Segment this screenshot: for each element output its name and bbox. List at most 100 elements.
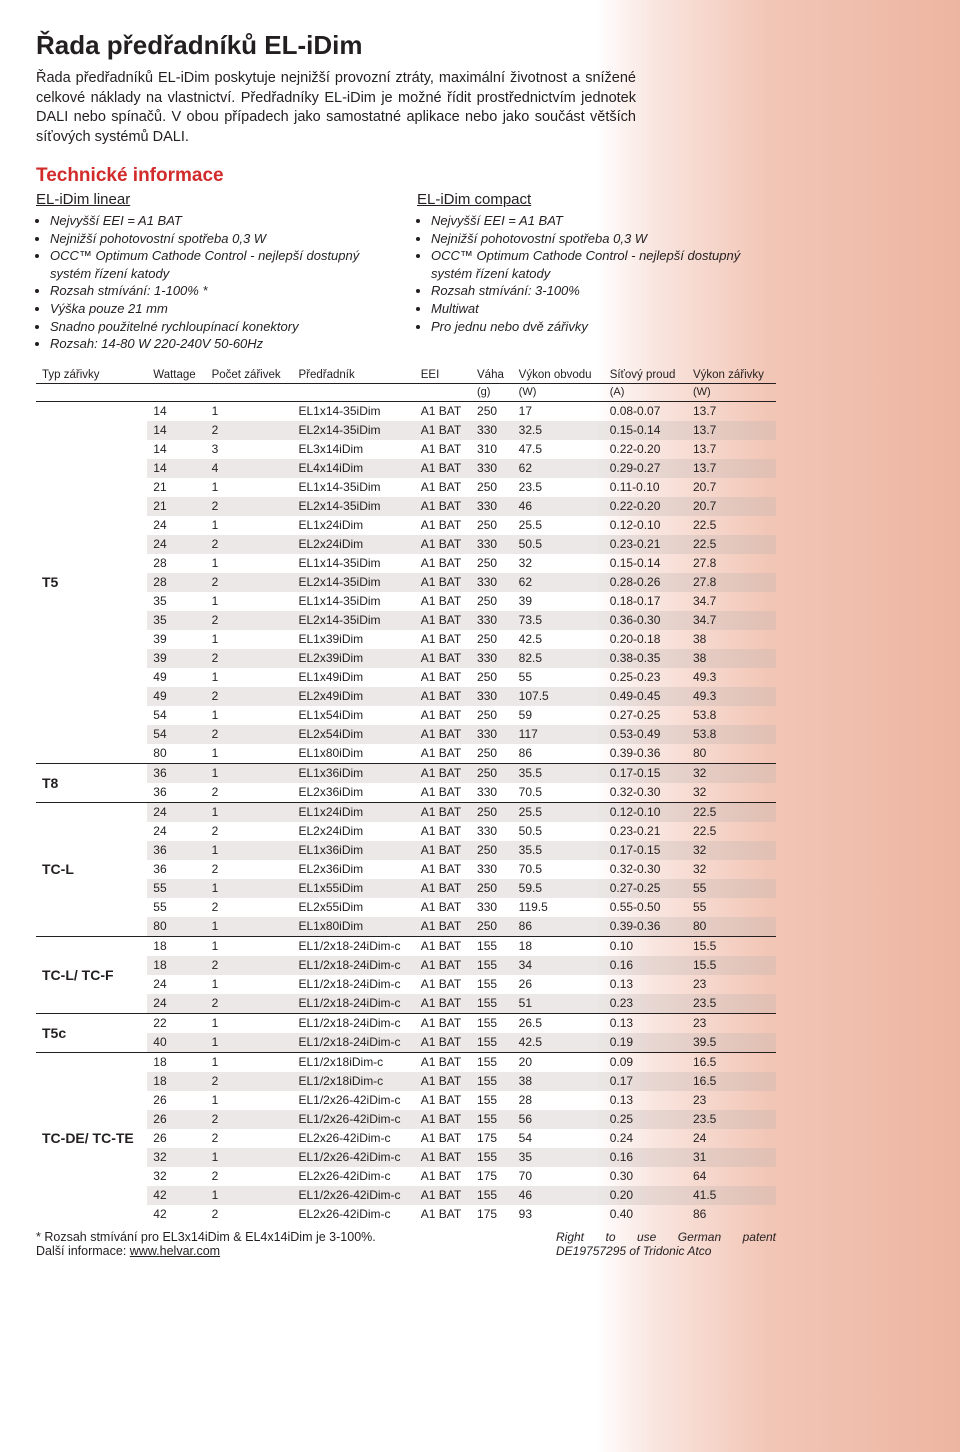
cell: A1 BAT bbox=[415, 1129, 471, 1148]
compact-list: Nejvyšší EEI = A1 BATNejnižší pohotovost… bbox=[417, 212, 776, 335]
cell: 25.5 bbox=[513, 802, 604, 822]
cell: 42 bbox=[147, 1205, 205, 1224]
cell: 39 bbox=[147, 630, 205, 649]
cell: 0.32-0.30 bbox=[604, 860, 687, 879]
cell: 82.5 bbox=[513, 649, 604, 668]
cell: EL1x54iDim bbox=[292, 706, 414, 725]
cell: A1 BAT bbox=[415, 459, 471, 478]
cell: A1 BAT bbox=[415, 898, 471, 917]
cell: A1 BAT bbox=[415, 630, 471, 649]
cell: 175 bbox=[471, 1205, 513, 1224]
cell: 2 bbox=[206, 611, 293, 630]
cell: 0.24 bbox=[604, 1129, 687, 1148]
cell: EL1x80iDim bbox=[292, 744, 414, 764]
cell: 2 bbox=[206, 956, 293, 975]
compact-item: Multiwat bbox=[431, 300, 776, 318]
table-header-row: Typ zářivky Wattage Počet zářivek Předřa… bbox=[36, 367, 776, 384]
cell: A1 BAT bbox=[415, 649, 471, 668]
cell: A1 BAT bbox=[415, 956, 471, 975]
cell: A1 BAT bbox=[415, 994, 471, 1014]
cell: 26 bbox=[513, 975, 604, 994]
cell: 0.12-0.10 bbox=[604, 516, 687, 535]
table-row: 362EL2x36iDimA1 BAT33070.50.32-0.3032 bbox=[36, 860, 776, 879]
cell: 28 bbox=[147, 573, 205, 592]
cell: EL2x26-42iDim-c bbox=[292, 1129, 414, 1148]
cell: 2 bbox=[206, 1129, 293, 1148]
cell: 40 bbox=[147, 1033, 205, 1053]
helvar-link[interactable]: www.helvar.com bbox=[130, 1244, 220, 1258]
cell: 47.5 bbox=[513, 440, 604, 459]
cell: A1 BAT bbox=[415, 1091, 471, 1110]
cell: 13.7 bbox=[687, 401, 776, 421]
cell: EL1/2x18-24iDim-c bbox=[292, 994, 414, 1014]
cell: 86 bbox=[513, 744, 604, 764]
cell: 1 bbox=[206, 841, 293, 860]
cell: EL2x14-35iDim bbox=[292, 573, 414, 592]
cell: 155 bbox=[471, 1110, 513, 1129]
footnotes: Right to use German patent DE19757295 of… bbox=[36, 1230, 776, 1258]
cell: 250 bbox=[471, 516, 513, 535]
cell: 26 bbox=[147, 1129, 205, 1148]
cell: 2 bbox=[206, 994, 293, 1014]
linear-item: OCC™ Optimum Cathode Control - nejlepší … bbox=[50, 247, 395, 282]
linear-item: Výška pouze 21 mm bbox=[50, 300, 395, 318]
cell: 330 bbox=[471, 497, 513, 516]
cell: 0.38-0.35 bbox=[604, 649, 687, 668]
cell: 35 bbox=[147, 611, 205, 630]
cell: EL1x80iDim bbox=[292, 917, 414, 937]
linear-item: Rozsah: 14-80 W 220-240V 50-60Hz bbox=[50, 335, 395, 353]
cell: 2 bbox=[206, 573, 293, 592]
cell: 55 bbox=[687, 879, 776, 898]
cell: 0.13 bbox=[604, 1091, 687, 1110]
cell: 55 bbox=[147, 879, 205, 898]
cell: A1 BAT bbox=[415, 744, 471, 764]
cell: 62 bbox=[513, 459, 604, 478]
cell: 4 bbox=[206, 459, 293, 478]
cell: A1 BAT bbox=[415, 1072, 471, 1091]
type-cell: T5c bbox=[36, 1013, 147, 1052]
cell: 41.5 bbox=[687, 1186, 776, 1205]
th-count: Počet zářivek bbox=[206, 367, 293, 384]
cell: 0.10 bbox=[604, 936, 687, 956]
cell: 2 bbox=[206, 1072, 293, 1091]
cell: 53.8 bbox=[687, 725, 776, 744]
cell: 27.8 bbox=[687, 554, 776, 573]
cell: 73.5 bbox=[513, 611, 604, 630]
cell: 24 bbox=[687, 1129, 776, 1148]
cell: A1 BAT bbox=[415, 592, 471, 611]
cell: EL1x36iDim bbox=[292, 841, 414, 860]
th-mains: Síťový proud bbox=[604, 367, 687, 384]
cell: 1 bbox=[206, 478, 293, 497]
cell: 55 bbox=[687, 898, 776, 917]
cell: A1 BAT bbox=[415, 1110, 471, 1129]
cell: 1 bbox=[206, 879, 293, 898]
th-circuit: Výkon obvodu bbox=[513, 367, 604, 384]
cell: A1 BAT bbox=[415, 478, 471, 497]
cell: EL1x14-35iDim bbox=[292, 401, 414, 421]
cell: 23.5 bbox=[513, 478, 604, 497]
cell: 16.5 bbox=[687, 1072, 776, 1091]
cell: 34.7 bbox=[687, 611, 776, 630]
cell: 2 bbox=[206, 1205, 293, 1224]
table-row: T8361EL1x36iDimA1 BAT25035.50.17-0.1532 bbox=[36, 763, 776, 783]
cell: 59.5 bbox=[513, 879, 604, 898]
table-row: 182EL1/2x18iDim-cA1 BAT155380.1716.5 bbox=[36, 1072, 776, 1091]
table-row: 262EL1/2x26-42iDim-cA1 BAT155560.2523.5 bbox=[36, 1110, 776, 1129]
compact-item: Nejvyšší EEI = A1 BAT bbox=[431, 212, 776, 230]
cell: EL2x14-35iDim bbox=[292, 611, 414, 630]
type-cell: TC-DE/ TC-TE bbox=[36, 1052, 147, 1224]
cell: 26 bbox=[147, 1110, 205, 1129]
cell: 49.3 bbox=[687, 687, 776, 706]
cell: 39 bbox=[513, 592, 604, 611]
cell: 35.5 bbox=[513, 841, 604, 860]
table-row: 361EL1x36iDimA1 BAT25035.50.17-0.1532 bbox=[36, 841, 776, 860]
cell: 330 bbox=[471, 898, 513, 917]
cell: 175 bbox=[471, 1167, 513, 1186]
cell: 70 bbox=[513, 1167, 604, 1186]
cell: EL1/2x18-24iDim-c bbox=[292, 1033, 414, 1053]
cell: 155 bbox=[471, 1148, 513, 1167]
cell: 46 bbox=[513, 497, 604, 516]
cell: EL1x49iDim bbox=[292, 668, 414, 687]
cell: 21 bbox=[147, 497, 205, 516]
cell: 38 bbox=[513, 1072, 604, 1091]
